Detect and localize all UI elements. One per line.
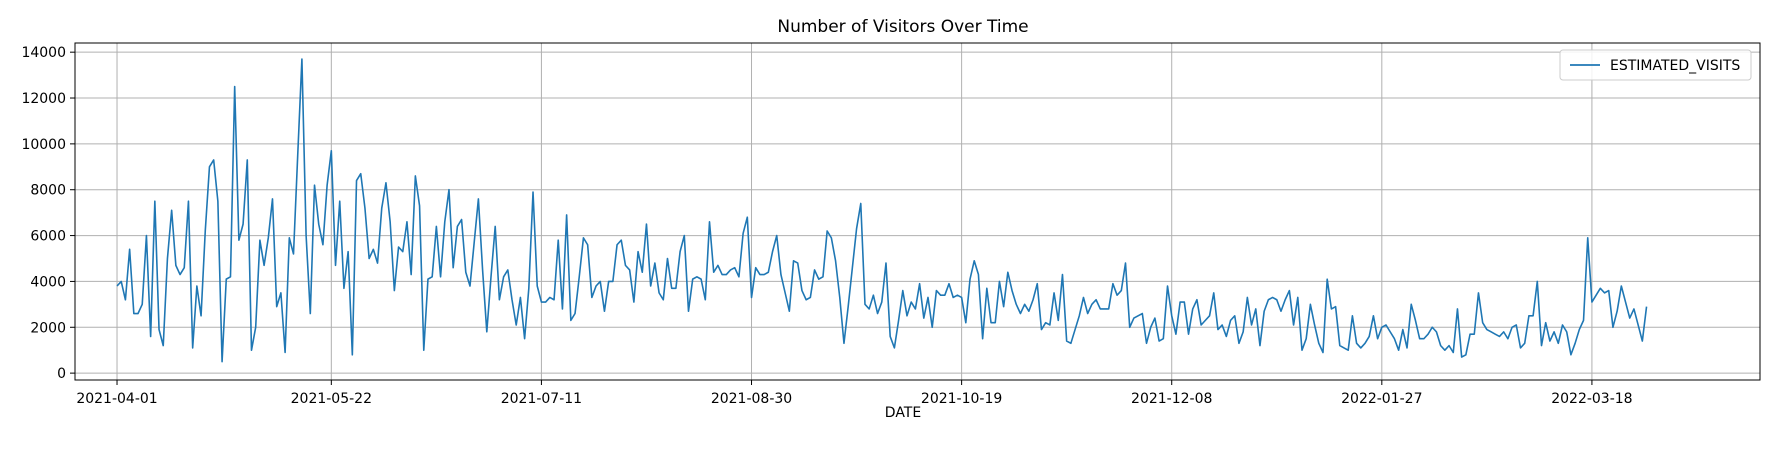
x-tick-label: 2021-07-11: [501, 391, 582, 407]
legend-box: [1559, 49, 1752, 81]
x-tick-label: 2022-03-18: [1551, 391, 1632, 407]
y-tick-label: 8000: [30, 183, 66, 199]
y-tick-label: 12000: [21, 91, 66, 107]
axis-ticks: 0 2000 4000 6000 8000 10000 12000 14000 2021-04-…: [21, 45, 1632, 407]
x-tick-label: 2022-01-27: [1341, 391, 1422, 407]
legend: ESTIMATED_VISITS: [1559, 49, 1752, 81]
x-tick-label: 2021-08-30: [711, 391, 792, 407]
y-tick-label: 14000: [21, 45, 66, 61]
chart-title: Number of Visitors Over Time: [777, 17, 1028, 37]
y-tick-label: 4000: [30, 274, 66, 290]
x-axis-label: DATE: [885, 405, 921, 421]
x-tick-label: 2021-12-08: [1131, 391, 1212, 407]
series-line: [116, 58, 1648, 363]
grid-lines: [75, 43, 1760, 380]
series-layer: [116, 58, 1648, 363]
x-tick-label: 2021-04-01: [76, 391, 157, 407]
x-tick-label: 2021-10-19: [921, 391, 1002, 407]
x-tick-label: 2021-05-22: [291, 391, 372, 407]
y-tick-label: 0: [57, 366, 66, 382]
y-tick-label: 10000: [21, 137, 66, 153]
y-tick-label: 6000: [30, 229, 66, 245]
y-tick-label: 2000: [30, 320, 66, 336]
plot-area-frame: [74, 42, 1761, 381]
legend-label: ESTIMATED_VISITS: [1610, 58, 1740, 74]
